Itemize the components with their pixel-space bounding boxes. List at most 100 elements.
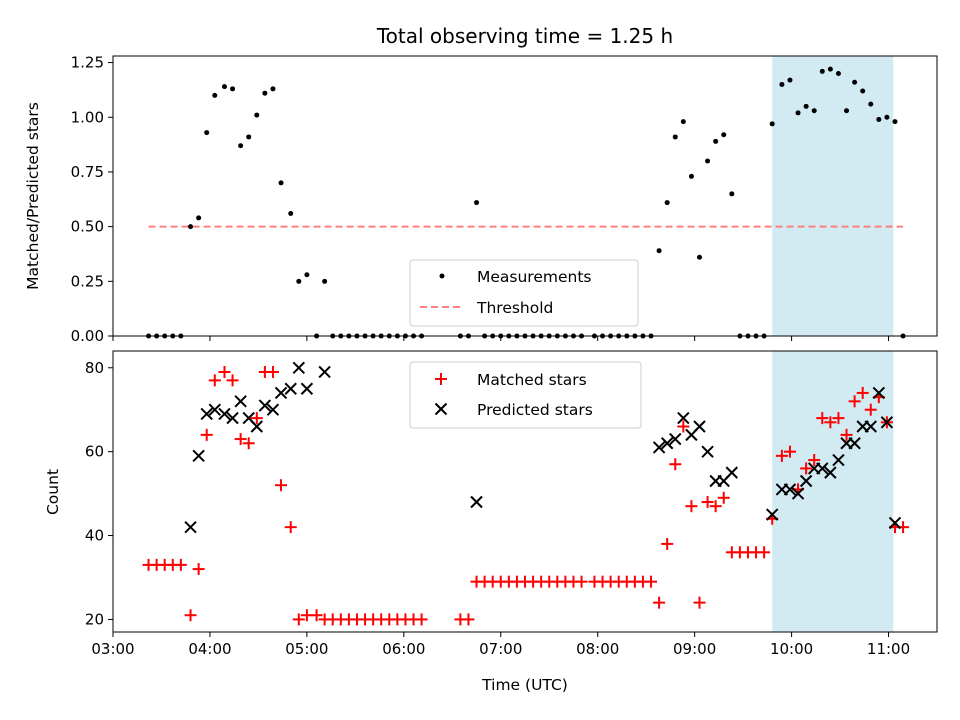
predicted-star-point [848, 437, 861, 450]
matched-star-point [275, 479, 288, 492]
x-tick-label: 07:00 [479, 640, 522, 658]
bottom-y-axis-label: Count [44, 469, 62, 515]
measurement-point [196, 215, 202, 221]
predicted-star-point [274, 386, 288, 400]
legend-matched-label: Matched stars [477, 371, 587, 389]
measurement-point [860, 88, 866, 94]
predicted-star-point [284, 382, 297, 395]
matched-star-point [266, 365, 279, 378]
measurement-point [713, 138, 719, 144]
legend-measurements-label: Measurements [477, 268, 592, 286]
x-tick-label: 03:00 [91, 640, 134, 658]
x-axis-label: Time (UTC) [481, 676, 568, 694]
predicted-star-point [783, 483, 797, 496]
measurement-point [262, 90, 268, 96]
matched-star-point [192, 563, 205, 576]
measurement-point [304, 272, 310, 278]
measurement-point [680, 119, 686, 125]
matched-star-point [645, 575, 658, 588]
matched-star-point [242, 437, 255, 450]
matched-star-point [816, 412, 829, 425]
predicted-stars-points [184, 361, 902, 534]
x-tick-label: 04:00 [188, 640, 231, 658]
predicted-star-point [266, 403, 280, 416]
predicted-star-point [652, 441, 666, 454]
predicted-star-point [234, 395, 247, 408]
predicted-star-point [832, 453, 845, 467]
measurement-point [322, 278, 328, 284]
measurement-point [705, 158, 711, 164]
matched-star-point [234, 433, 247, 446]
measurement-point [672, 134, 678, 140]
matched-star-point [415, 613, 428, 626]
matched-stars-points [142, 365, 910, 626]
predicted-star-point [880, 416, 894, 429]
matched-star-point [800, 462, 813, 475]
measurement-point [238, 143, 244, 149]
matched-star-point [174, 558, 187, 571]
chart-title: Total observing time = 1.25 h [376, 24, 673, 48]
matched-star-point [864, 403, 877, 416]
matched-star-point [653, 596, 666, 609]
legend-predicted-marker [434, 402, 448, 416]
y-tick-label: 20 [85, 610, 104, 628]
top-plot-frame [112, 55, 938, 337]
predicted-star-point [218, 407, 231, 421]
matched-star-point [575, 575, 588, 588]
y-tick-label: 40 [85, 527, 104, 545]
ratio-panel: 0.00 0.25 0.50 0.75 1.00 1.25 Total observing… [24, 24, 938, 345]
matched-star-point [200, 428, 213, 441]
matched-star-point [709, 500, 722, 513]
predicted-star-point [250, 420, 264, 433]
matched-star-point [661, 537, 674, 550]
predicted-star-point [824, 466, 837, 479]
measurement-point [835, 71, 841, 76]
predicted-star-point [184, 520, 197, 534]
matched-star-point [693, 596, 706, 609]
measurement-point [204, 130, 210, 136]
measurement-point [696, 254, 702, 260]
measurement-point [278, 180, 284, 186]
predicted-star-point [470, 495, 483, 509]
matched-star-point [808, 454, 821, 467]
bottom-plot-frame [112, 350, 938, 633]
matched-star-point [184, 609, 197, 622]
legend-predicted-label: Predicted stars [477, 401, 593, 419]
measurement-point [246, 134, 252, 140]
x-tick-label: 05:00 [285, 640, 328, 658]
measurement-point [827, 66, 833, 72]
bottom-legend: Matched stars Predicted stars [409, 361, 642, 429]
top-x-ticks [112, 336, 890, 341]
y-tick-label: 1.00 [71, 108, 104, 126]
measurement-point [876, 116, 882, 122]
measurement-point [270, 86, 276, 92]
matched-star-point [284, 521, 297, 534]
top-highlight-span [772, 56, 894, 336]
measurement-point [787, 77, 793, 83]
matched-star-point [677, 420, 690, 433]
predicted-star-point [888, 516, 902, 530]
x-tick-label: 09:00 [673, 640, 716, 658]
bottom-highlight-span [772, 351, 894, 632]
predicted-star-point [693, 420, 706, 433]
predicted-star-point [799, 474, 813, 488]
predicted-star-point [701, 445, 714, 458]
predicted-star-point [725, 466, 739, 479]
measurement-point [721, 132, 727, 138]
matched-star-point [840, 428, 853, 441]
top-y-axis-label: Matched/Predicted stars [24, 102, 42, 290]
measurement-point [892, 119, 898, 125]
measurement-point [779, 81, 785, 87]
top-y-ticks: 0.00 0.25 0.50 0.75 1.00 1.25 [71, 54, 113, 345]
predicted-star-point [791, 487, 805, 500]
measurement-point [729, 191, 735, 197]
matched-star-point [701, 495, 714, 508]
y-tick-label: 0.00 [71, 327, 104, 345]
predicted-star-point [660, 437, 674, 450]
predicted-star-point [765, 508, 779, 521]
bottom-y-ticks: 20 40 60 80 [85, 359, 113, 628]
measurement-point [884, 114, 890, 120]
predicted-star-point [677, 411, 690, 425]
matched-star-point [775, 449, 788, 462]
measurement-point [844, 108, 850, 114]
